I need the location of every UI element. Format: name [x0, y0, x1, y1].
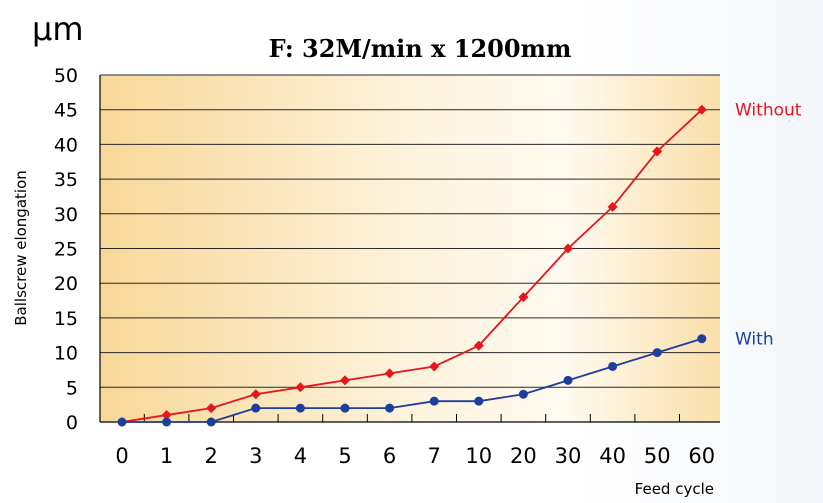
x-tick-label: 7 — [428, 444, 441, 468]
data-point-without — [518, 292, 529, 303]
data-point-without — [652, 146, 663, 157]
data-point-with — [608, 361, 618, 371]
data-point-with — [385, 403, 395, 413]
series-line-with — [122, 337, 703, 423]
series-label-without: Without — [735, 101, 802, 121]
x-tick-label: 1 — [160, 444, 173, 468]
data-point-with — [162, 417, 172, 427]
y-tick-label: 0 — [66, 412, 78, 434]
x-axis-label: Feed cycle — [635, 480, 714, 498]
series-label-with: With — [735, 330, 774, 350]
y-tick-label: 25 — [54, 239, 78, 261]
data-point-without — [607, 201, 618, 212]
x-tick-label: 30 — [555, 444, 582, 468]
y-tick-label: 15 — [54, 308, 78, 330]
data-point-without — [563, 243, 573, 254]
data-point-without — [340, 375, 350, 386]
x-tick-label: 20 — [510, 444, 537, 468]
data-point-without — [206, 403, 217, 414]
data-point-with — [117, 417, 127, 427]
data-point-with — [563, 375, 573, 385]
data-point-with — [429, 396, 439, 406]
y-tick-label: 45 — [54, 100, 78, 122]
data-point-with — [697, 334, 707, 344]
x-tick-label: 60 — [688, 444, 715, 468]
y-tick-label: 5 — [66, 377, 78, 399]
y-axis-label: Ballscrew elongation — [12, 170, 30, 326]
data-point-without — [473, 340, 484, 351]
x-tick-label: 40 — [599, 444, 626, 468]
data-point-with — [652, 348, 662, 358]
x-tick-label: 10 — [465, 444, 492, 468]
y-tick-label: 50 — [54, 65, 78, 87]
x-tick-label: 4 — [294, 444, 307, 468]
y-tick-label: 10 — [54, 343, 78, 365]
data-point-with — [474, 396, 484, 406]
series-line-without — [121, 109, 703, 423]
data-point-with — [340, 403, 350, 413]
data-point-with — [518, 389, 528, 399]
data-point-without — [429, 361, 440, 372]
data-point-without — [161, 410, 172, 421]
x-tick-label: 3 — [249, 444, 262, 468]
data-point-with — [206, 417, 216, 427]
y-tick-labels: 0 5 10 15 20 25 30 35 40 45 50 — [54, 65, 78, 434]
series-lines: Without With — [117, 101, 802, 427]
y-tick-label: 30 — [54, 204, 78, 226]
y-tick-label: 40 — [54, 134, 78, 156]
gridlines — [100, 74, 720, 388]
data-point-with — [251, 403, 261, 413]
data-point-with — [295, 403, 305, 413]
x-tick-label: 5 — [338, 444, 351, 468]
data-point-without — [696, 104, 707, 115]
unit-label: μm — [32, 10, 84, 48]
data-point-without — [295, 382, 306, 393]
y-tick-label: 35 — [54, 169, 78, 191]
x-tick-label: 0 — [115, 444, 128, 468]
chart-title: F: 32M/min x 1200mm — [269, 34, 572, 63]
x-tick-labels: 0 1 2 3 4 5 6 7 10 20 30 40 50 60 — [115, 444, 715, 468]
x-tick-label: 50 — [644, 444, 671, 468]
data-point-without — [384, 368, 395, 379]
data-point-without — [250, 389, 261, 400]
y-tick-label: 20 — [54, 273, 78, 295]
x-tick-label: 6 — [383, 444, 396, 468]
x-tick-label: 2 — [205, 444, 218, 468]
